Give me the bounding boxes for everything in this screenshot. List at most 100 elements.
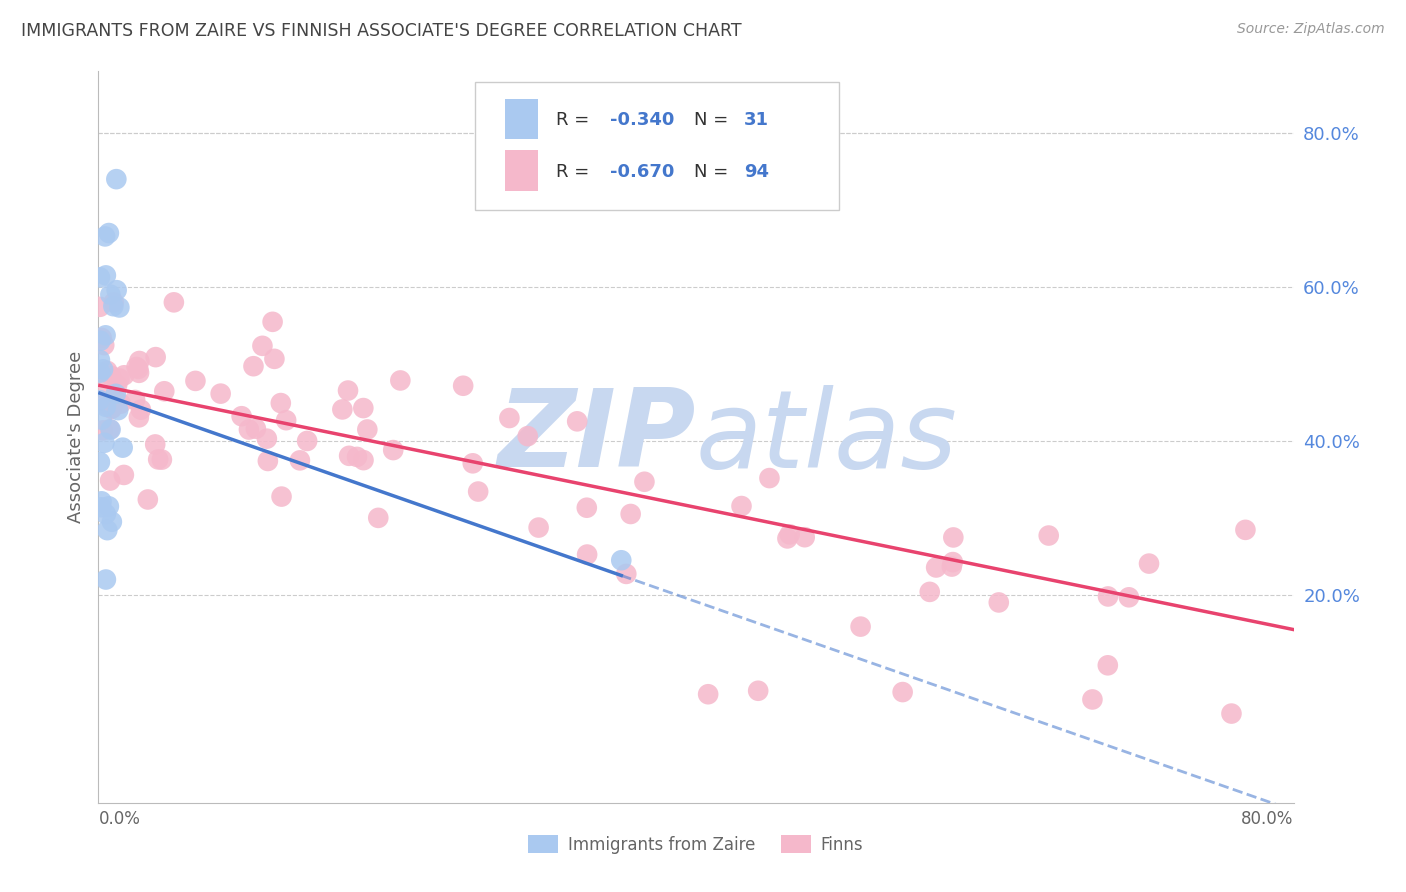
Point xyxy=(209,386,232,401)
Point xyxy=(257,454,280,468)
Point xyxy=(498,411,520,425)
Point xyxy=(136,492,159,507)
Point xyxy=(987,595,1010,609)
FancyBboxPatch shape xyxy=(475,82,839,211)
Point xyxy=(451,378,474,392)
Point xyxy=(527,520,550,534)
Point xyxy=(382,443,405,458)
Text: 94: 94 xyxy=(744,162,769,180)
Point xyxy=(288,453,311,467)
Point xyxy=(1081,692,1104,706)
Point xyxy=(1137,557,1160,571)
Point xyxy=(105,393,128,408)
Point xyxy=(97,500,120,514)
Point xyxy=(356,422,378,436)
Point xyxy=(633,475,655,489)
Text: atlas: atlas xyxy=(696,384,957,490)
Point xyxy=(97,226,120,240)
Point xyxy=(91,362,114,376)
Point xyxy=(143,437,166,451)
Point xyxy=(1118,591,1140,605)
Point xyxy=(941,559,963,574)
Text: 80.0%: 80.0% xyxy=(1241,810,1294,828)
Legend: Immigrants from Zaire, Finns: Immigrants from Zaire, Finns xyxy=(522,829,870,860)
Point xyxy=(128,410,150,425)
Point xyxy=(516,429,538,443)
Point xyxy=(1097,658,1119,673)
Point xyxy=(389,374,412,388)
Text: N =: N = xyxy=(693,162,734,180)
Point xyxy=(295,434,318,448)
Point xyxy=(352,401,374,415)
Point xyxy=(98,422,121,436)
Text: Source: ZipAtlas.com: Source: ZipAtlas.com xyxy=(1237,22,1385,37)
Point xyxy=(105,172,128,186)
Point xyxy=(231,409,253,424)
FancyBboxPatch shape xyxy=(505,99,538,139)
Point xyxy=(346,450,368,464)
Text: 31: 31 xyxy=(744,112,769,129)
Point xyxy=(96,523,118,537)
Point xyxy=(103,295,125,310)
Point xyxy=(89,300,111,314)
Point xyxy=(105,283,128,297)
Point xyxy=(89,270,111,285)
Point xyxy=(270,396,292,410)
Point xyxy=(94,573,117,587)
Point xyxy=(776,532,799,546)
Point xyxy=(256,432,278,446)
Point xyxy=(90,331,112,345)
FancyBboxPatch shape xyxy=(505,151,538,191)
Point xyxy=(184,374,207,388)
Point xyxy=(89,353,111,368)
Point xyxy=(730,499,752,513)
Text: 0.0%: 0.0% xyxy=(98,810,141,828)
Point xyxy=(747,683,769,698)
Point xyxy=(90,500,112,515)
Point xyxy=(96,364,118,378)
Point xyxy=(90,413,112,427)
Point xyxy=(262,315,284,329)
Point xyxy=(467,484,489,499)
Point xyxy=(128,354,150,368)
Point xyxy=(94,400,117,414)
Point xyxy=(100,368,122,383)
Point xyxy=(270,490,292,504)
Point xyxy=(849,619,872,633)
Point xyxy=(98,287,122,301)
Point xyxy=(124,392,146,407)
Point xyxy=(793,530,815,544)
Point xyxy=(1234,523,1257,537)
Point xyxy=(1097,590,1119,604)
Point xyxy=(353,453,375,467)
Point xyxy=(758,471,780,485)
Point xyxy=(108,301,131,315)
Point xyxy=(614,566,637,581)
Point xyxy=(90,494,112,508)
Point xyxy=(148,452,170,467)
Point xyxy=(337,384,360,398)
Point xyxy=(128,366,150,380)
Point xyxy=(567,414,589,428)
Point xyxy=(620,507,643,521)
Point xyxy=(1220,706,1243,721)
Point xyxy=(153,384,176,399)
Point xyxy=(610,553,633,567)
Point xyxy=(108,371,131,385)
Point xyxy=(100,401,122,416)
Point xyxy=(94,328,117,343)
Point xyxy=(93,338,115,352)
Point xyxy=(942,555,965,569)
Y-axis label: Associate's Degree: Associate's Degree xyxy=(66,351,84,524)
Point xyxy=(100,401,122,416)
Point xyxy=(101,515,124,529)
Point xyxy=(125,359,148,374)
Point xyxy=(332,402,354,417)
Point xyxy=(150,452,173,467)
Point xyxy=(461,456,484,470)
Point xyxy=(107,403,129,417)
Point xyxy=(891,685,914,699)
Text: R =: R = xyxy=(557,112,595,129)
Point xyxy=(942,531,965,545)
Point xyxy=(252,339,274,353)
